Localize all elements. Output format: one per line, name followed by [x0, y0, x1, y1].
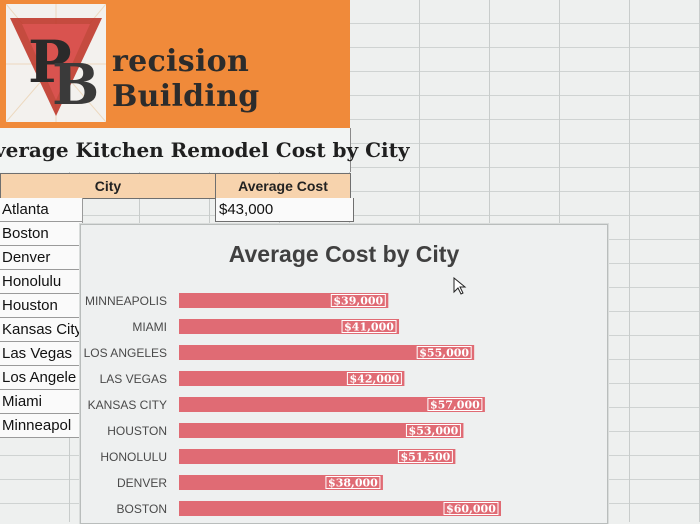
brand-name: recision Building — [112, 44, 260, 114]
table-title: verage Kitchen Remodel Cost by City — [0, 138, 410, 162]
city-cell[interactable]: Atlanta — [0, 198, 83, 222]
data-label-box — [397, 450, 453, 463]
bar[interactable] — [179, 293, 389, 308]
data-label-box — [427, 398, 483, 411]
category-label: HOUSTON — [107, 424, 167, 438]
data-label: $55,000 — [419, 347, 469, 360]
data-label-box — [330, 294, 386, 307]
category-label: LAS VEGAS — [100, 372, 167, 386]
city-cell[interactable]: Boston — [0, 222, 83, 246]
data-label: $57,000 — [430, 399, 480, 412]
category-label: KANSAS CITY — [88, 398, 167, 412]
data-label: $51,500 — [401, 451, 451, 464]
bar[interactable] — [179, 397, 485, 412]
svg-text:B: B — [52, 52, 99, 118]
category-label: MINNEAPOLIS — [85, 294, 167, 308]
bar[interactable] — [179, 475, 383, 490]
chart-title: Average Cost by City — [228, 241, 460, 267]
chart-plot-area: MINNEAPOLIS $39,000 MIAMI $41,000 LOS ANGELE… — [84, 293, 501, 516]
header-city[interactable]: City — [0, 173, 216, 199]
table-title-cell[interactable] — [0, 128, 351, 172]
city-cell[interactable]: Miami — [0, 390, 83, 414]
cost-cell[interactable]: $43,000 — [215, 198, 354, 222]
category-label: MIAMI — [132, 320, 167, 334]
mouse-pointer-icon — [453, 277, 467, 295]
city-cell[interactable]: Minneapol — [0, 414, 83, 438]
data-label-box — [405, 424, 461, 437]
data-label: $53,000 — [409, 425, 459, 438]
company-logo: P B — [6, 4, 106, 122]
category-label: LOS ANGELES — [84, 346, 167, 360]
bar-chart[interactable]: Average Cost by City MINNEAPOLIS $39,000 M… — [80, 224, 608, 524]
city-cell[interactable]: Houston — [0, 294, 83, 318]
data-label-box — [443, 502, 499, 515]
data-label: $41,000 — [344, 321, 394, 334]
data-label: $38,000 — [328, 477, 378, 490]
data-label: $42,000 — [350, 373, 400, 386]
data-label: $39,000 — [333, 295, 383, 308]
bar[interactable] — [179, 371, 405, 386]
bar[interactable] — [179, 345, 475, 360]
data-label-box — [325, 476, 381, 489]
bar[interactable] — [179, 501, 501, 516]
bar[interactable] — [179, 319, 400, 334]
data-label-box — [341, 320, 397, 333]
category-label: BOSTON — [117, 502, 167, 516]
bar[interactable] — [179, 423, 464, 438]
city-cell[interactable]: Denver — [0, 246, 83, 270]
city-cell[interactable]: Los Angele — [0, 366, 83, 390]
data-label-box — [346, 372, 402, 385]
svg-text:P: P — [28, 28, 72, 96]
city-cell[interactable]: Honolulu — [0, 270, 83, 294]
company-banner: P B recision Building — [0, 0, 350, 130]
bar[interactable] — [179, 449, 456, 464]
city-cell[interactable]: Las Vegas — [0, 342, 83, 366]
data-label: $60,000 — [446, 503, 496, 516]
category-label: DENVER — [117, 476, 167, 490]
category-label: HONOLULU — [100, 450, 167, 464]
data-label-box — [416, 346, 472, 359]
city-cell[interactable]: Kansas City — [0, 318, 83, 342]
header-average-cost[interactable]: Average Cost — [215, 173, 351, 199]
